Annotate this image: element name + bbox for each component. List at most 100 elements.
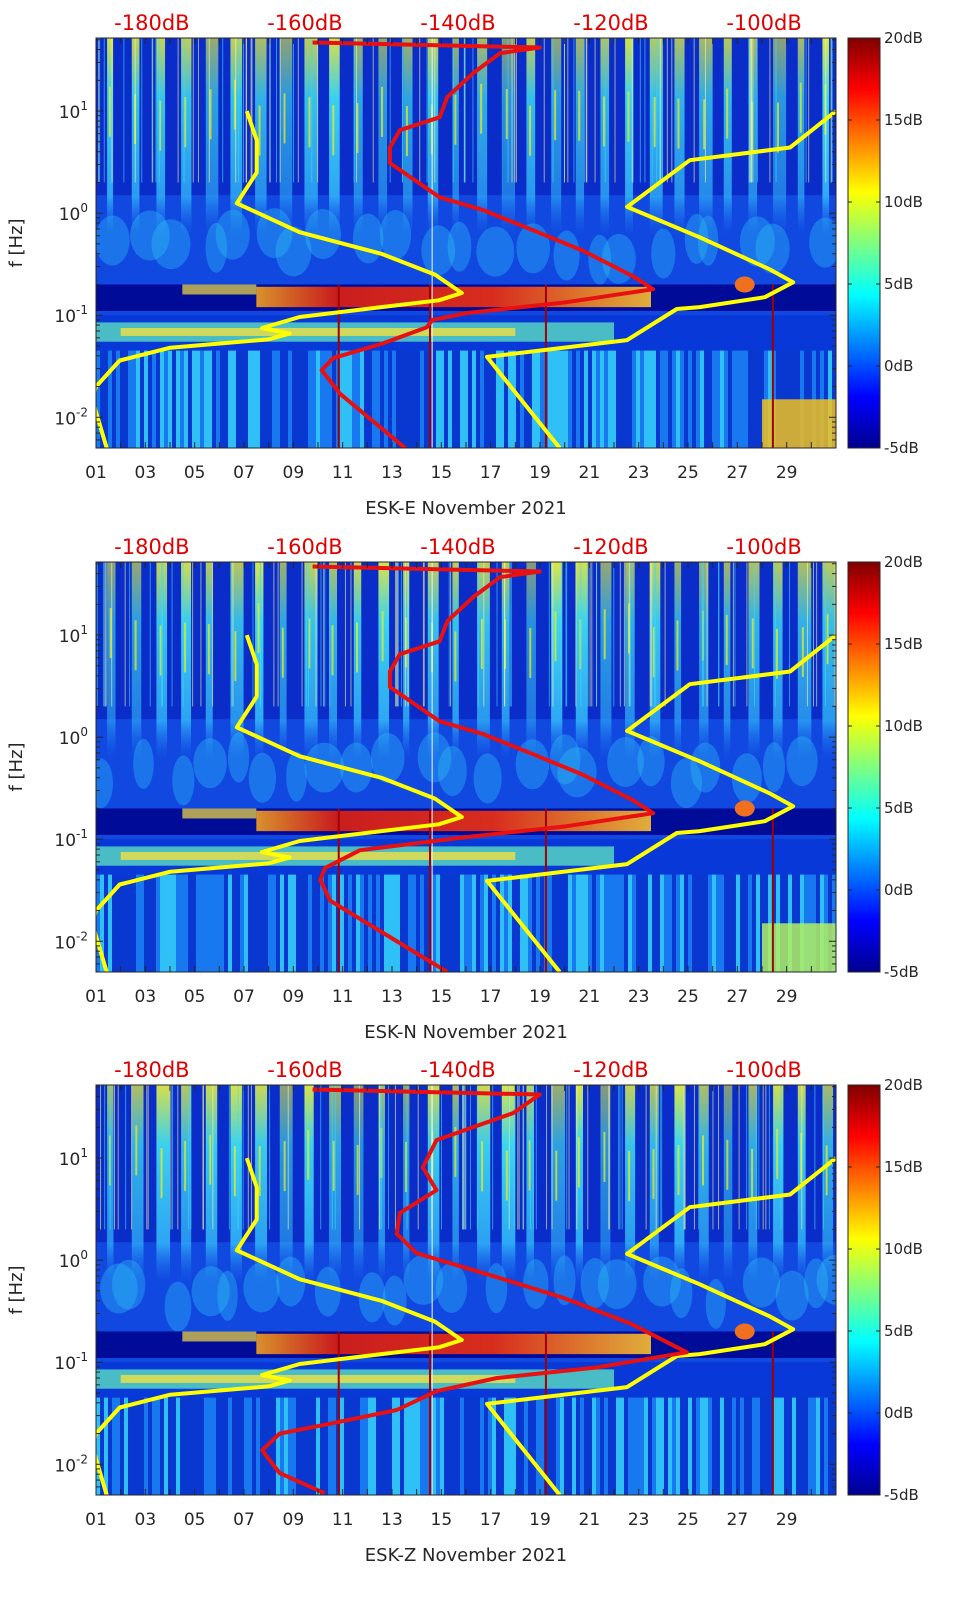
spectrogram-spike bbox=[515, 38, 517, 183]
spectrogram-spike bbox=[315, 562, 317, 707]
spectrogram-stripe bbox=[703, 99, 706, 150]
spectrogram-column bbox=[548, 1397, 552, 1495]
spectrogram-spike bbox=[476, 1085, 478, 1230]
top-db-label: -180dB bbox=[114, 1058, 189, 1082]
spectrogram-column bbox=[712, 1397, 716, 1495]
spectrogram-column bbox=[724, 1397, 728, 1495]
spectrogram-spike bbox=[632, 38, 634, 183]
spectrogram-spike bbox=[774, 562, 776, 707]
x-tick-label: 17 bbox=[480, 1510, 502, 1530]
spectrogram-blob bbox=[193, 738, 227, 789]
spectrogram-spike bbox=[151, 38, 153, 183]
spectrogram-column bbox=[176, 350, 180, 448]
spectrogram-stripe bbox=[230, 38, 243, 236]
spectrogram-blob bbox=[690, 742, 721, 793]
colorbar-tick-label: -5dB bbox=[884, 963, 919, 981]
y-tick-exponent: 1 bbox=[80, 623, 88, 637]
top-db-label: -120dB bbox=[573, 535, 648, 559]
spectrogram-spike bbox=[543, 38, 545, 183]
spectrogram-spike bbox=[769, 38, 771, 183]
spectrogram-column bbox=[100, 1397, 104, 1495]
spectrogram-column bbox=[676, 350, 680, 448]
y-tick-base: 10 bbox=[54, 307, 76, 327]
spectrogram-spike bbox=[276, 38, 278, 183]
spectrogram-column bbox=[576, 874, 580, 972]
spectrogram-column bbox=[268, 1397, 272, 1495]
colorbar-tick-label: 10dB bbox=[884, 717, 923, 735]
spectrogram-blob bbox=[816, 1254, 836, 1305]
y-tick-exponent: -2 bbox=[76, 929, 88, 943]
spectrogram-stripe bbox=[233, 1146, 236, 1197]
spectrogram-column bbox=[124, 874, 128, 972]
spectrogram-column bbox=[280, 350, 284, 448]
colorbar-tick-label: 20dB bbox=[884, 1076, 923, 1094]
spectrogram-stripe bbox=[283, 1141, 286, 1192]
spectrogram-event bbox=[771, 808, 774, 972]
spectrogram-spike bbox=[331, 1085, 333, 1230]
spectrogram-stripe bbox=[209, 89, 212, 140]
spectrogram-column bbox=[500, 874, 504, 972]
spectrogram-stripe bbox=[255, 562, 264, 760]
spectrogram-column bbox=[412, 350, 416, 448]
spectrogram-column bbox=[580, 350, 584, 448]
spectrogram-column bbox=[200, 874, 204, 972]
spectrogram-column bbox=[380, 350, 384, 448]
spectrogram-spike bbox=[631, 38, 633, 183]
spectrogram-spike bbox=[594, 38, 596, 183]
spectrogram-column bbox=[660, 350, 664, 448]
spectrogram-stripe bbox=[405, 106, 408, 157]
spectrogram-column bbox=[672, 350, 676, 448]
spectrogram-column bbox=[584, 1397, 588, 1495]
spectrogram-stripe bbox=[381, 86, 384, 137]
spectrogram-column bbox=[156, 1397, 160, 1495]
spectrogram-column bbox=[156, 350, 160, 448]
spectrogram-column bbox=[380, 1397, 384, 1495]
spectrogram-column bbox=[628, 1397, 632, 1495]
spectrogram-spike bbox=[684, 1085, 686, 1230]
y-tick-label: 100 bbox=[59, 201, 88, 225]
spectrogram-column bbox=[588, 874, 592, 972]
spectrogram-spike bbox=[513, 1085, 515, 1230]
spectrogram-blob bbox=[172, 755, 195, 806]
spectrogram-column bbox=[516, 350, 520, 448]
spectrogram-column bbox=[388, 874, 392, 972]
spectrogram-spike bbox=[200, 562, 202, 707]
spectrogram-spike bbox=[651, 38, 653, 183]
spectrogram-spike bbox=[734, 562, 736, 707]
spectrogram-event bbox=[431, 38, 433, 448]
y-tick-base: 10 bbox=[59, 1252, 81, 1272]
spectrogram-spike bbox=[775, 38, 777, 183]
spectrogram-spike bbox=[806, 562, 808, 707]
spectrogram-spike bbox=[758, 1085, 760, 1230]
spectrogram-stripe bbox=[825, 1145, 828, 1196]
spectrogram-stripe bbox=[726, 88, 729, 139]
y-tick-exponent: 0 bbox=[80, 201, 88, 215]
spectrogram-spike bbox=[464, 38, 466, 183]
spectrogram-event bbox=[337, 808, 340, 972]
spectrogram-spike bbox=[808, 38, 810, 183]
spectrogram-spike bbox=[111, 38, 113, 183]
spectrogram-column bbox=[248, 874, 252, 972]
spectrogram-spike bbox=[754, 562, 756, 707]
spectrogram-column bbox=[240, 350, 244, 448]
spectrogram-column bbox=[256, 1397, 260, 1495]
spectrogram-stripe bbox=[480, 83, 483, 134]
spectrogram-column bbox=[244, 1397, 248, 1495]
colorbar-tick-label: 5dB bbox=[884, 1322, 913, 1340]
spectrogram-stripe bbox=[135, 1125, 138, 1176]
x-tick-label: 23 bbox=[628, 987, 650, 1007]
spectrogram-blob bbox=[786, 736, 818, 787]
x-tick-label: 07 bbox=[233, 987, 255, 1007]
spectrogram-stripe bbox=[773, 1085, 784, 1283]
spectrogram-column bbox=[632, 1397, 636, 1495]
spectrogram-stripe bbox=[304, 38, 318, 236]
spectrogram-column bbox=[204, 874, 208, 972]
spectrogram-spike bbox=[656, 38, 658, 183]
spectrogram-column bbox=[608, 1397, 612, 1495]
spectrogram-column bbox=[444, 350, 448, 448]
spectrogram-spike bbox=[465, 1085, 467, 1230]
spectrogram-spike bbox=[662, 38, 664, 183]
spectrogram-column bbox=[752, 350, 756, 448]
spectrogram-spike bbox=[297, 38, 299, 183]
spectrogram-spike bbox=[698, 1085, 700, 1230]
